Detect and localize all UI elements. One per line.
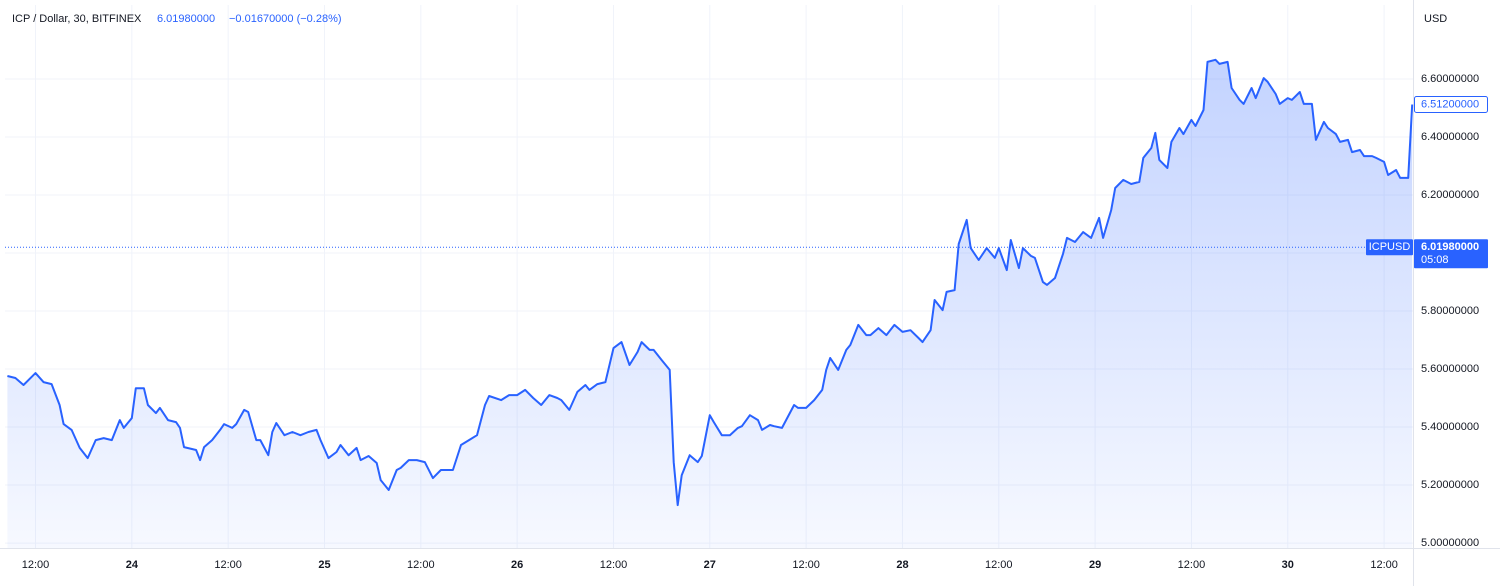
- x-tick-label: 27: [704, 559, 716, 571]
- x-tick-label: 12:00: [1370, 559, 1398, 571]
- last-price-label: 6.51200000: [1421, 98, 1479, 110]
- y-tick-label: 6.60000000: [1421, 73, 1479, 85]
- x-tick-label: 26: [511, 559, 523, 571]
- y-tick-label: 5.40000000: [1421, 421, 1479, 433]
- x-tick-label: 12:00: [407, 559, 435, 571]
- countdown: 05:08: [1421, 254, 1449, 266]
- x-tick-label: 12:00: [985, 559, 1013, 571]
- current-price-label: 6.01980000: [1421, 241, 1479, 253]
- price-line: [7, 58, 1414, 507]
- x-tick-label: 30: [1282, 559, 1294, 571]
- y-tick-label: 5.20000000: [1421, 479, 1479, 491]
- currency: USD: [1424, 13, 1447, 25]
- symbol-badge: [1366, 239, 1413, 256]
- current-price-box: [1414, 239, 1488, 269]
- y-tick-label: 6.20000000: [1421, 189, 1479, 201]
- y-tick-label: 5.60000000: [1421, 363, 1479, 375]
- symbol-header: ICP / Dollar, 30, BITFINEX: [12, 13, 142, 25]
- y-tick-label: 5.80000000: [1421, 305, 1479, 317]
- x-tick-label: 12:00: [792, 559, 820, 571]
- y-tick-label: 6.40000000: [1421, 131, 1479, 143]
- x-tick-label: 12:00: [600, 559, 628, 571]
- x-tick-label: 25: [318, 559, 330, 571]
- header-price: 6.01980000: [157, 13, 215, 25]
- x-tick-label: 28: [896, 559, 908, 571]
- x-tick-label: 12:00: [22, 559, 50, 571]
- area-fill: [7, 59, 1413, 549]
- header-change: −0.01670000 (−0.28%): [229, 13, 342, 25]
- symbol-label: ICPUSD: [1369, 241, 1411, 253]
- x-tick-label: 12:00: [214, 559, 242, 571]
- last-price-box: [1414, 95, 1488, 113]
- x-tick-label: 12:00: [1178, 559, 1206, 571]
- x-tick-label: 29: [1089, 559, 1101, 571]
- x-tick-label: 24: [126, 559, 139, 571]
- y-tick-label: 5.00000000: [1421, 537, 1479, 549]
